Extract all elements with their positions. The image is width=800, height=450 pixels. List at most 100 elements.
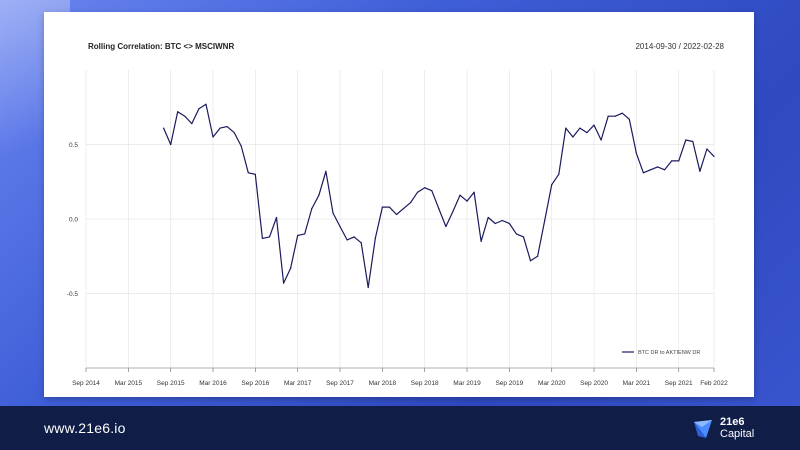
data-point <box>685 139 687 141</box>
x-tick-label: Sep 2020 <box>580 380 608 387</box>
data-point <box>438 207 440 210</box>
chart-date-range: 2014-09-30 / 2022-02-28 <box>635 42 724 51</box>
data-point <box>304 233 306 235</box>
footer-website-link[interactable]: www.21e6.io <box>44 420 126 436</box>
y-tick-label: 0.5 <box>69 142 78 149</box>
data-point <box>508 222 510 225</box>
data-point <box>282 282 285 284</box>
data-point <box>233 131 235 134</box>
data-point <box>501 219 503 222</box>
correlation-line-chart: Sep 2014 Mar 2015 Sep 2015 Mar 2016 Sep 2016… <box>67 70 728 387</box>
data-point <box>621 112 623 114</box>
y-tick-label: -0.5 <box>67 291 79 298</box>
data-point <box>353 236 355 238</box>
data-point <box>339 225 341 228</box>
data-point <box>473 191 475 193</box>
data-point <box>191 123 193 125</box>
x-tick-label: Sep 2017 <box>326 380 354 387</box>
data-point <box>275 216 278 219</box>
x-tick-label: Feb 2022 <box>700 380 728 387</box>
data-point <box>515 233 518 235</box>
x-tick-label: Mar 2021 <box>623 380 651 387</box>
data-point <box>614 115 616 117</box>
data-point <box>367 286 369 289</box>
data-point <box>558 173 560 175</box>
data-point <box>240 145 242 147</box>
data-point <box>678 160 680 162</box>
data-point <box>565 127 567 129</box>
y-tick-label: 0.0 <box>69 217 78 224</box>
data-point <box>247 172 249 174</box>
x-tick-label: Mar 2018 <box>369 380 397 387</box>
series-line <box>163 103 715 289</box>
data-point <box>551 184 553 186</box>
data-point <box>409 202 412 204</box>
data-point <box>635 152 637 155</box>
x-tick-label: Sep 2021 <box>665 380 693 387</box>
data-point <box>325 170 327 172</box>
data-point <box>466 200 468 202</box>
data-point <box>586 131 588 134</box>
data-point <box>607 115 609 117</box>
data-point <box>579 127 581 129</box>
data-point <box>452 210 454 213</box>
data-point <box>226 126 228 128</box>
data-point <box>198 108 200 110</box>
data-point <box>459 194 461 196</box>
data-point <box>170 143 172 146</box>
data-point <box>268 236 271 238</box>
data-point <box>692 140 694 143</box>
data-point <box>417 191 419 193</box>
logo-text-line1: 21e6 <box>720 416 745 428</box>
data-point <box>388 206 391 208</box>
data-point <box>212 136 214 138</box>
data-point <box>177 111 179 113</box>
data-point <box>445 225 447 228</box>
data-point <box>699 170 701 172</box>
data-point <box>402 207 405 210</box>
data-point <box>649 169 652 171</box>
data-point <box>395 213 398 216</box>
legend-label: BTC DR to AKTIENW DR <box>638 350 700 356</box>
data-point <box>261 237 264 239</box>
logo-mark-icon <box>694 420 712 438</box>
x-tick-label: Sep 2014 <box>72 380 100 387</box>
data-point <box>522 236 525 238</box>
x-tick-label: Mar 2017 <box>284 380 312 387</box>
data-point <box>346 239 348 241</box>
x-tick-label: Sep 2015 <box>157 380 185 387</box>
data-point <box>297 234 299 236</box>
data-point <box>360 242 362 244</box>
x-tick-label: Mar 2019 <box>453 380 481 387</box>
data-point <box>318 194 320 196</box>
x-tick-label: Mar 2016 <box>199 380 227 387</box>
data-point <box>544 219 546 222</box>
data-point <box>332 212 334 214</box>
data-point <box>254 173 256 175</box>
data-point <box>487 216 489 219</box>
x-tick-label: Sep 2016 <box>241 380 269 387</box>
data-point <box>713 155 715 158</box>
data-point <box>480 240 482 242</box>
data-point <box>424 187 426 189</box>
data-point <box>572 136 574 138</box>
slide-footer: www.21e6.io 21e6 Capital <box>0 406 800 450</box>
chart-card: Sep 2014 Mar 2015 Sep 2015 Mar 2016 Sep 2016… <box>44 12 754 397</box>
data-point <box>536 255 539 257</box>
x-tick-label: Mar 2020 <box>538 380 566 387</box>
x-tick-label: Sep 2019 <box>495 380 523 387</box>
data-point <box>381 206 383 208</box>
chart-title: Rolling Correlation: BTC <> MSCIWNR <box>88 42 235 51</box>
data-point <box>628 118 630 120</box>
data-point <box>184 115 186 117</box>
x-tick-label: Sep 2018 <box>411 380 439 387</box>
data-point <box>664 169 666 171</box>
data-point <box>290 267 292 269</box>
data-point <box>494 222 496 225</box>
data-point <box>529 260 532 262</box>
data-point <box>656 166 659 168</box>
data-point <box>600 139 602 141</box>
data-point <box>706 148 708 150</box>
data-point <box>311 207 313 210</box>
data-point <box>163 127 165 129</box>
